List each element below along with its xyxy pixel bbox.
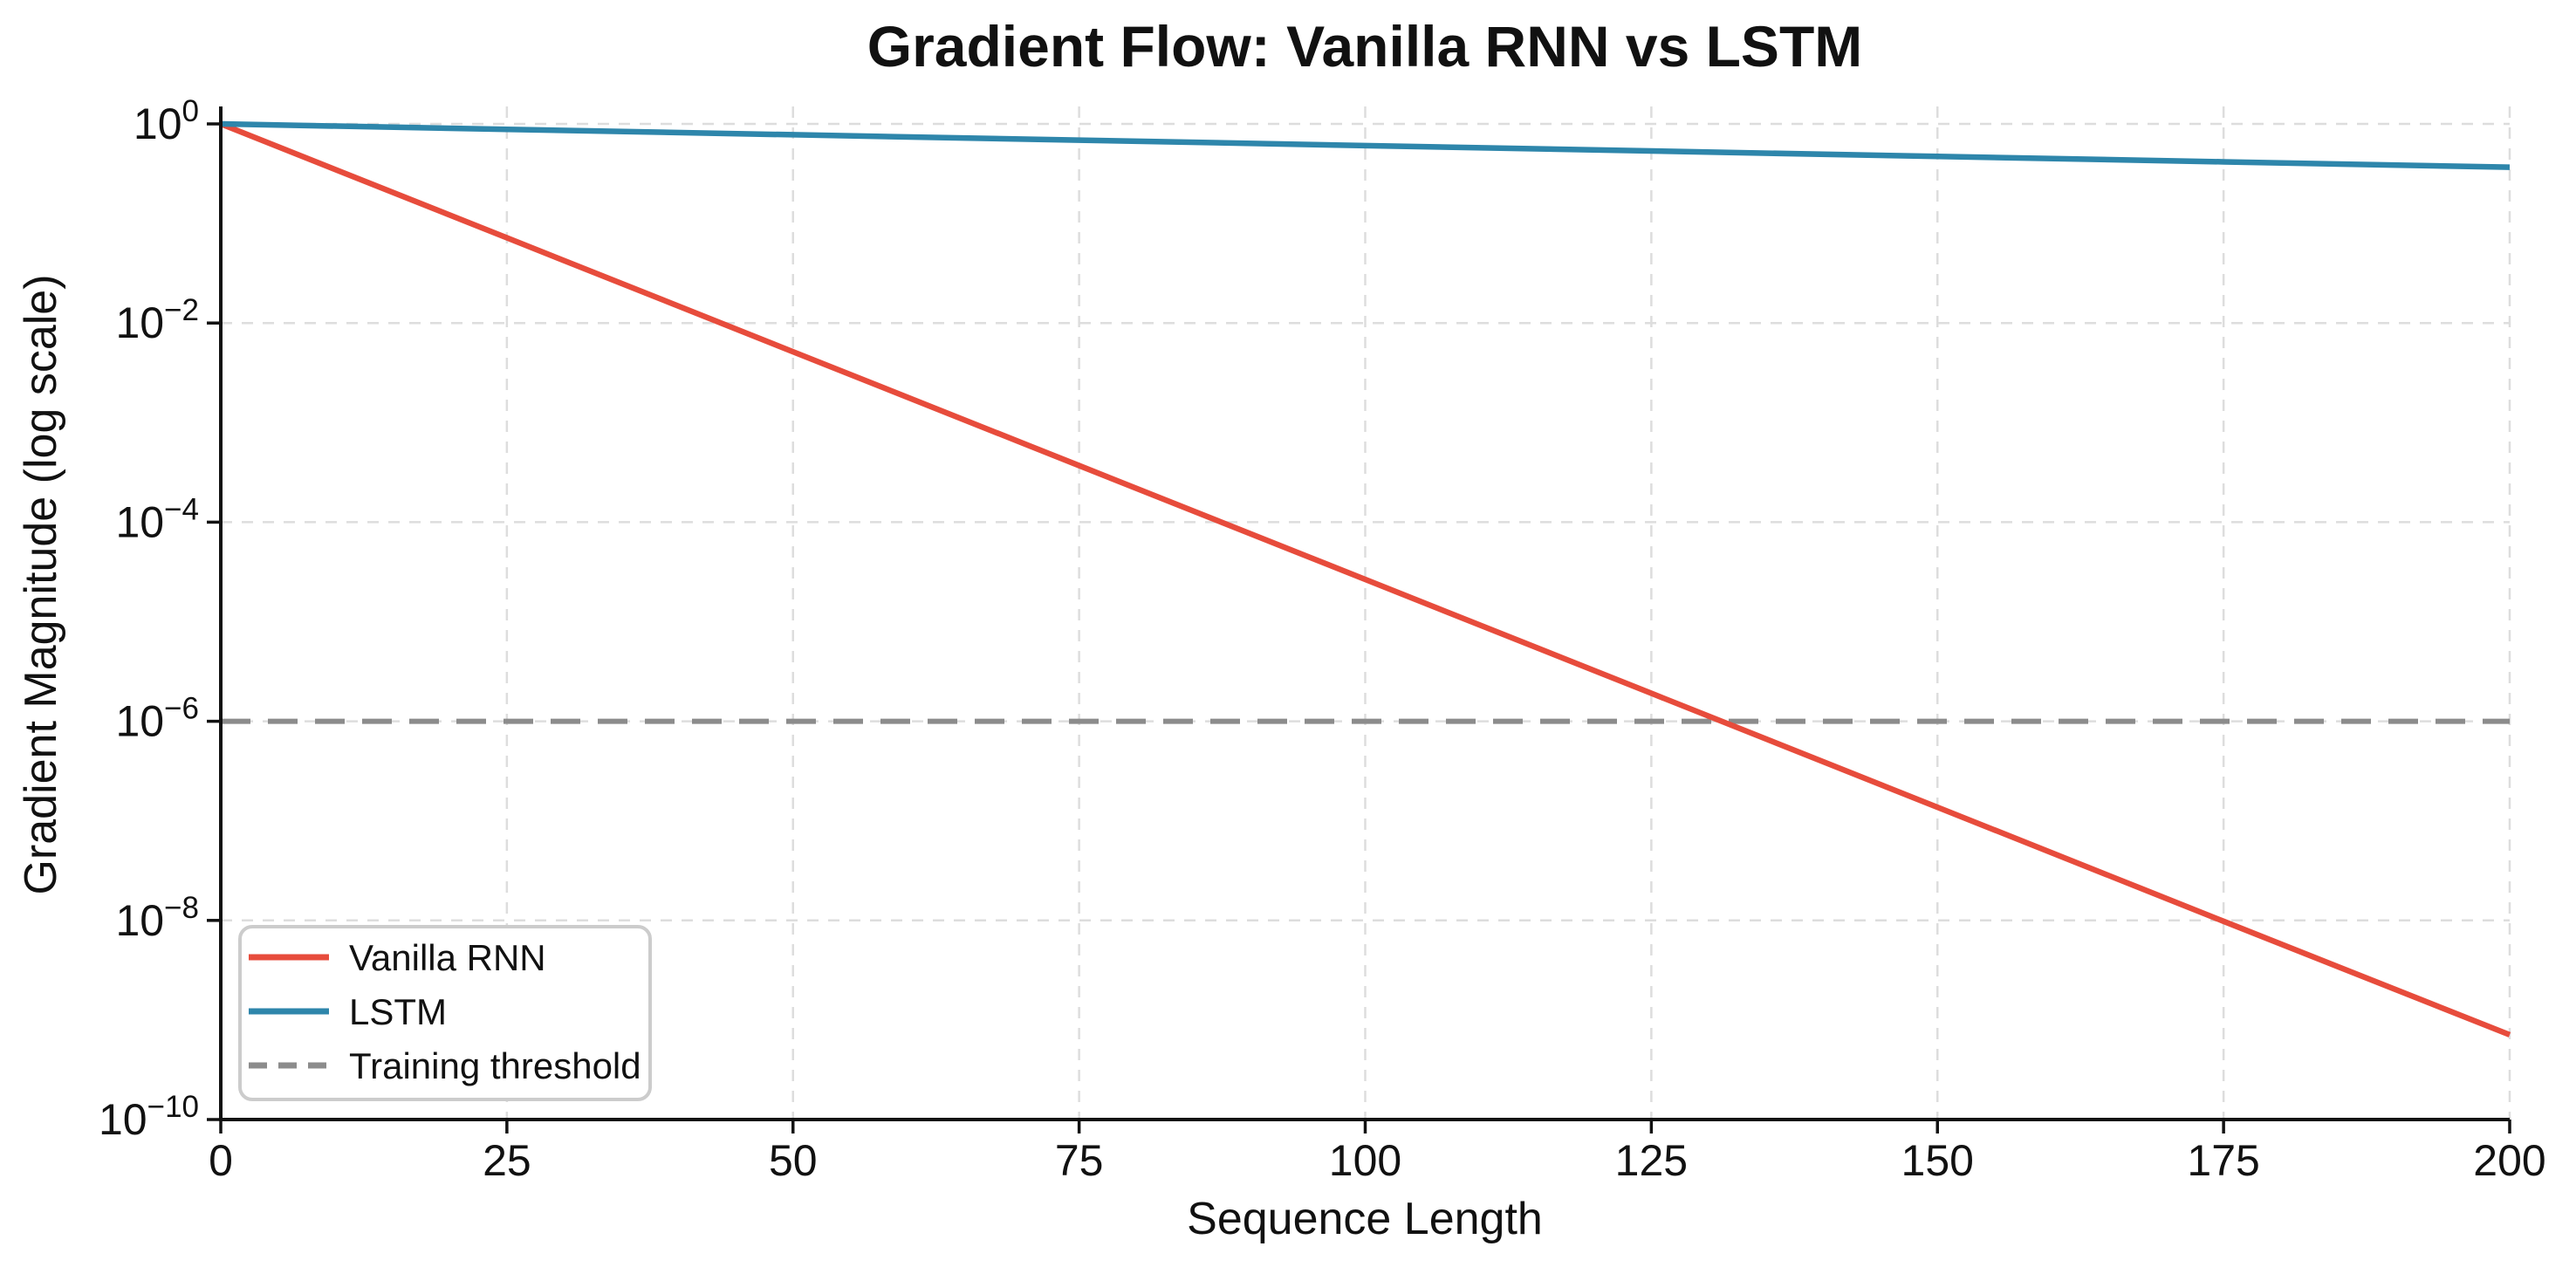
x-axis-label: Sequence Length — [1187, 1194, 1543, 1244]
legend-label-lstm: LSTM — [349, 991, 447, 1032]
y-tick-label: 10−4 — [115, 492, 199, 546]
axes-layer — [207, 106, 2511, 1133]
x-tick-label: 0 — [209, 1136, 233, 1185]
chart-title: Gradient Flow: Vanilla RNN vs LSTM — [867, 14, 1863, 79]
series-layer — [219, 120, 2511, 1038]
y-tick-label: 10−6 — [115, 692, 199, 746]
legend-item: Training threshold — [249, 1045, 641, 1086]
x-tick-label: 200 — [2473, 1136, 2545, 1185]
legend-item: Vanilla RNN — [249, 937, 546, 978]
x-tick-label: 25 — [483, 1136, 531, 1185]
x-tick-label: 150 — [1901, 1136, 1974, 1185]
y-tick-label: 10−10 — [99, 1090, 199, 1144]
legend-label-training-threshold: Training threshold — [349, 1045, 641, 1086]
y-tick-label: 10−2 — [115, 293, 199, 347]
x-tick-label: 50 — [769, 1136, 818, 1185]
x-tick-label: 175 — [2187, 1136, 2259, 1185]
tick-labels: 0 25 50 75 100 125 150 175 200 100 10−2 10−4 10−6 10−… — [99, 94, 2546, 1185]
legend-label-vanilla-rnn: Vanilla RNN — [349, 937, 546, 978]
y-tick-label: 100 — [134, 94, 199, 148]
legend-box — [238, 925, 652, 1101]
series-line-vanilla-rnn — [219, 120, 2511, 1038]
y-axis-label: Gradient Magnitude (log scale) — [16, 274, 66, 894]
x-tick-label: 100 — [1329, 1136, 1401, 1185]
legend-item: LSTM — [249, 991, 447, 1032]
series-line-lstm — [220, 120, 2511, 170]
x-tick-label: 75 — [1055, 1136, 1104, 1185]
y-tick-label: 10−8 — [115, 891, 199, 945]
x-tick-label: 125 — [1615, 1136, 1688, 1185]
legend: Vanilla RNN LSTM Training threshold — [238, 925, 652, 1101]
